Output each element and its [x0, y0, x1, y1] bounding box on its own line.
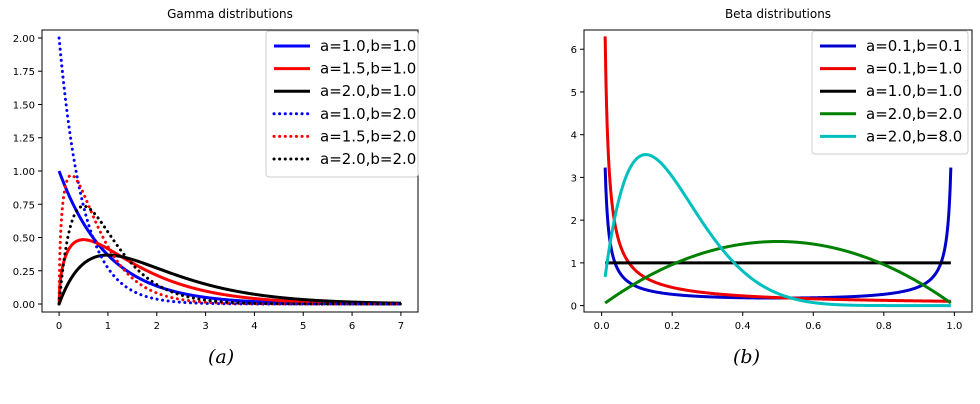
- legend-label: a=2.0,b=2.0: [866, 105, 962, 123]
- y-tick-label: 0: [571, 302, 577, 313]
- x-tick-label: 0.8: [876, 321, 892, 332]
- x-tick-label: 2: [154, 321, 160, 332]
- x-tick-label: 0.2: [664, 321, 680, 332]
- y-tick-label: 2: [571, 216, 577, 227]
- x-tick-label: 0.6: [805, 321, 821, 332]
- y-tick-label: 1.00: [13, 167, 35, 178]
- legend-label: a=0.1,b=0.1: [866, 37, 962, 55]
- axes-frame: [583, 29, 973, 313]
- legend-label: a=1.0,b=1.0: [320, 37, 416, 55]
- series-line-a-2-0-b-8-0: [603, 153, 952, 308]
- x-tick-label: 6: [349, 321, 355, 332]
- legend-label: a=1.5,b=2.0: [320, 127, 416, 145]
- y-tick-label: 0.75: [13, 200, 35, 211]
- y-tick-label: 1.25: [13, 134, 35, 145]
- series-line-a-2-0-b-2-0: [604, 240, 952, 305]
- chart-beta: Beta distributions 0 1 2 3 4 5 6 0.0 0.2 0.4 0.6 0.8…: [571, 7, 973, 332]
- y-tick-label: 1.75: [13, 67, 35, 78]
- caption-b: (b): [733, 346, 760, 368]
- x-tick-label: 1: [105, 321, 111, 332]
- x-tick-label: 7: [398, 321, 404, 332]
- y-tick-label: 5: [571, 88, 577, 99]
- y-tick-label: 2.00: [13, 34, 35, 45]
- series-line-a-0-1-b-0-1: [603, 167, 953, 300]
- series-line-a-2-0-b-1-0: [57, 253, 402, 305]
- caption-a: (a): [208, 346, 235, 368]
- y-tick-label: 1: [571, 259, 577, 270]
- y-tick-label: 0.00: [13, 300, 35, 311]
- legend-label: a=2.0,b=8.0: [866, 127, 962, 145]
- series-group: [57, 36, 403, 306]
- x-tick-label: 3: [202, 321, 208, 332]
- y-tick-label: 4: [571, 131, 577, 142]
- chart-title: Gamma distributions: [167, 7, 293, 21]
- x-tick-label: 4: [251, 321, 257, 332]
- legend-box: [811, 30, 969, 155]
- chart-gamma: Gamma distributions 0.00 0.25 0.50 0.75 1.00 1…: [13, 7, 419, 332]
- legend-label: a=1.0,b=2.0: [320, 105, 416, 123]
- x-tick-label: 0.0: [594, 321, 610, 332]
- y-tick-label: 0.50: [13, 234, 35, 245]
- series-line-a-0-1-b-1-0: [603, 36, 952, 303]
- y-tick-label: 6: [571, 45, 577, 56]
- legend-label: a=2.0,b=1.0: [320, 82, 416, 100]
- series-group: [603, 36, 953, 308]
- legend: a=0.1,b=0.1 a=0.1,b=1.0 a=1.0,b=1.0 a=2.0,b…: [811, 30, 969, 155]
- series-line-a-1-5-b-2-0: [57, 173, 403, 306]
- x-tick-label: 0: [56, 321, 62, 332]
- chart-title: Beta distributions: [725, 7, 831, 21]
- x-tick-label: 1.0: [946, 321, 962, 332]
- x-tick-label: 0.4: [735, 321, 751, 332]
- legend-label: a=1.5,b=1.0: [320, 60, 416, 78]
- x-tick-label: 5: [300, 321, 306, 332]
- y-tick-label: 0.25: [13, 267, 35, 278]
- series-line-a-2-0-b-2-0: [57, 204, 403, 306]
- legend: a=1.0,b=1.0 a=1.5,b=1.0 a=2.0,b=1.0 a=1.0,b…: [265, 30, 419, 178]
- y-tick-label: 3: [571, 173, 577, 184]
- legend-label: a=2.0,b=2.0: [320, 150, 416, 168]
- legend-label: a=0.1,b=1.0: [866, 60, 962, 78]
- legend-label: a=1.0,b=1.0: [866, 82, 962, 100]
- y-tick-label: 1.50: [13, 100, 35, 111]
- series-line-a-1-0-b-2-0: [57, 36, 403, 306]
